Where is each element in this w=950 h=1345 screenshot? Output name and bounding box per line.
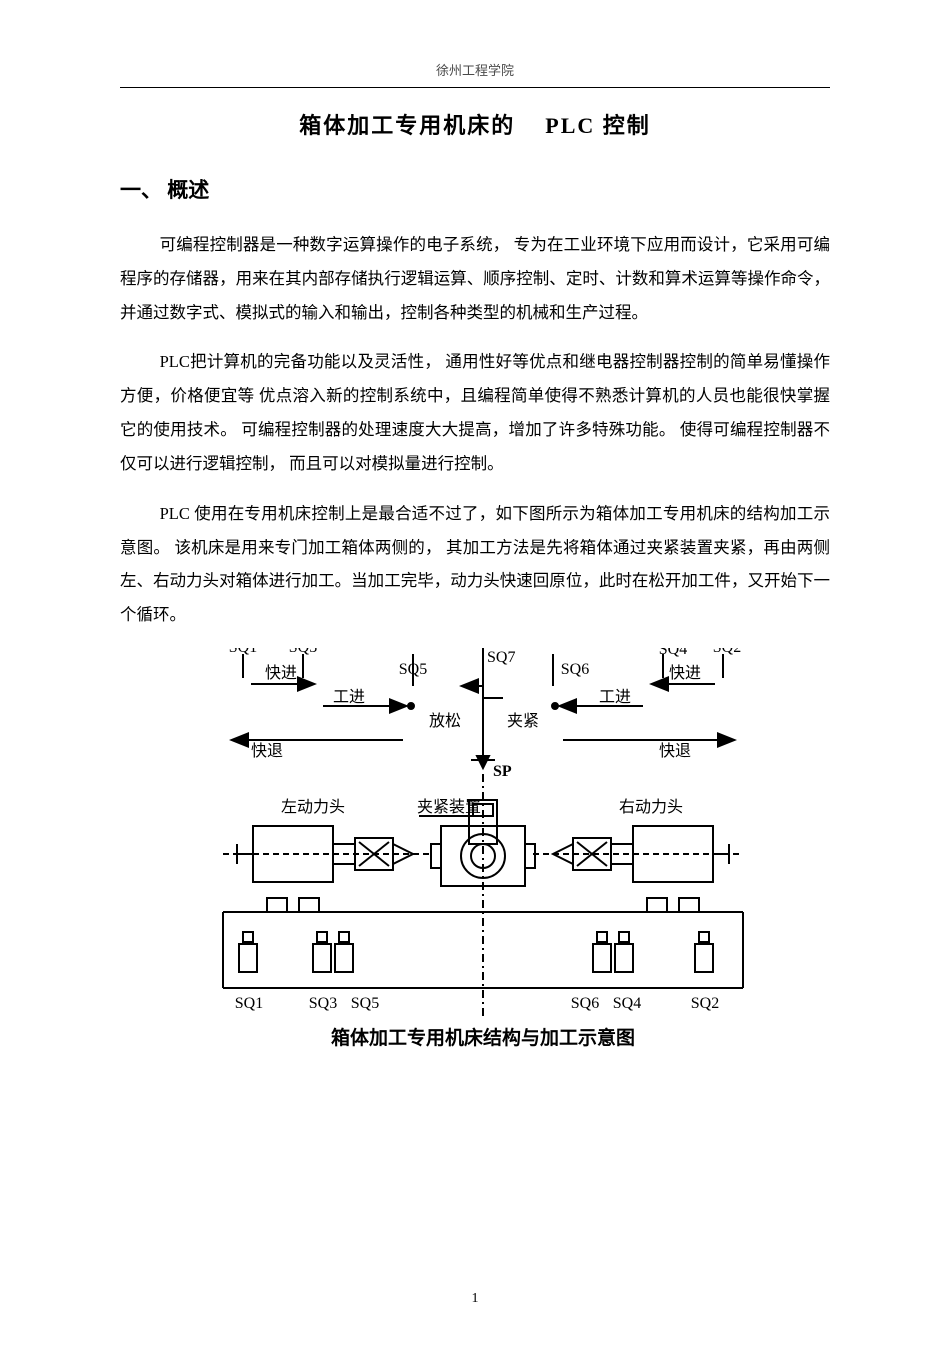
title-left: 箱体加工专用机床的 xyxy=(299,113,515,138)
lbl-jiajin: 夹紧 xyxy=(507,712,539,730)
section-1-para-3: PLC 使用在专用机床控制上是最合适不过了，如下图所示为箱体加工专用机床的结构加… xyxy=(120,497,830,632)
lbl-sq3-b: SQ3 xyxy=(309,995,337,1012)
lbl-sq4-top: SQ4 xyxy=(659,648,687,658)
lbl-fangsong: 放松 xyxy=(429,712,461,730)
lbl-kuaitui-r: 快退 xyxy=(659,742,691,760)
lbl-gongjin-r: 工进 xyxy=(599,688,631,706)
lbl-kuaitui-l: 快退 xyxy=(251,742,283,760)
page-number: 1 xyxy=(0,1291,950,1307)
lbl-kuaijin-l: 快进 xyxy=(265,664,297,682)
lbl-sq1-top: SQ1 xyxy=(229,648,257,656)
header-rule xyxy=(120,87,830,88)
lbl-kuaijin-r: 快进 xyxy=(669,664,701,682)
document-page: 徐州工程学院 箱体加工专用机床的 PLC 控制 一、 概述 可编程控制器是一种数… xyxy=(0,0,950,1345)
lbl-sq6-b: SQ6 xyxy=(571,995,599,1012)
institution-header: 徐州工程学院 xyxy=(120,60,830,79)
lbl-sq5-top: SQ5 xyxy=(399,661,427,678)
lbl-sq6-top: SQ6 xyxy=(561,661,589,678)
document-title: 箱体加工专用机床的 PLC 控制 xyxy=(120,108,830,140)
lbl-sp: SP xyxy=(493,763,512,780)
lbl-fixture: 夹紧装置 xyxy=(417,798,481,816)
lbl-sq2-top: SQ2 xyxy=(713,648,741,656)
section-1-para-2: PLC把计算机的完备功能以及灵活性， 通用性好等优点和继电器控制器控制的简单易懂… xyxy=(120,345,830,480)
title-right: PLC 控制 xyxy=(545,113,651,138)
lbl-left-head: 左动力头 xyxy=(281,798,345,816)
section-1-heading: 一、 概述 xyxy=(120,174,830,204)
lbl-sq1-b: SQ1 xyxy=(235,995,263,1012)
lbl-sq5-b: SQ5 xyxy=(351,995,379,1012)
lbl-gongjin-l: 工进 xyxy=(333,688,365,706)
lbl-sq7: SQ7 xyxy=(487,649,515,666)
lbl-right-head: 右动力头 xyxy=(619,798,683,816)
lbl-sq2-b: SQ2 xyxy=(691,995,719,1012)
machine-diagram: SQ1 SQ3 SQ5 SQ7 SQ6 SQ4 SQ2 快进 快进 工进 工进 … xyxy=(136,648,830,1073)
lbl-sq3-top: SQ3 xyxy=(289,648,317,656)
lbl-sq4-b: SQ4 xyxy=(613,995,641,1012)
diagram-caption: 箱体加工专用机床结构与加工示意图 xyxy=(331,1026,635,1049)
section-1-para-1: 可编程控制器是一种数字运算操作的电子系统， 专为在工业环境下应用而设计，它采用可… xyxy=(120,228,830,329)
diagram-svg: SQ1 SQ3 SQ5 SQ7 SQ6 SQ4 SQ2 快进 快进 工进 工进 … xyxy=(183,648,783,1068)
